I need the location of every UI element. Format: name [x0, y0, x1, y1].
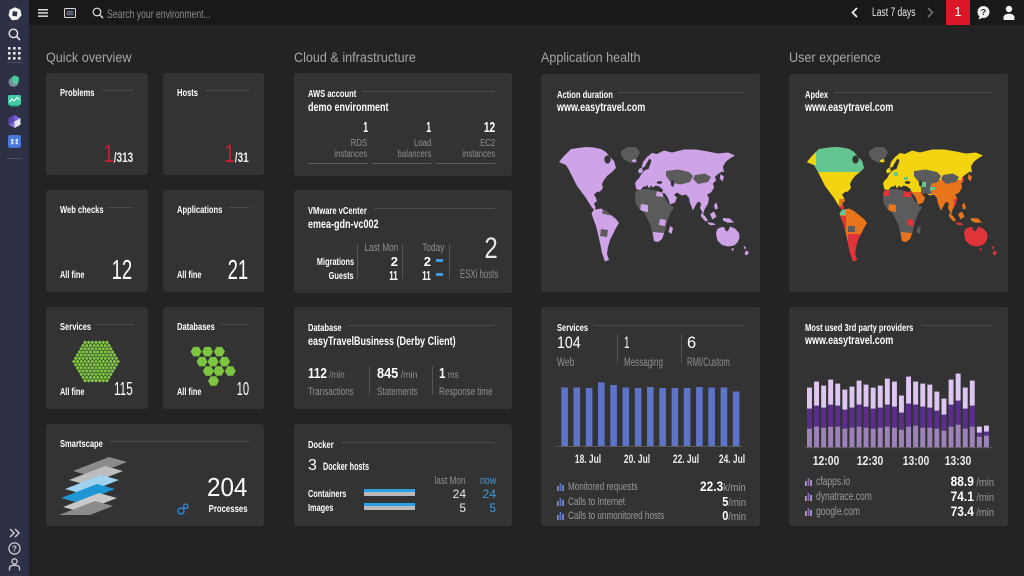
svg-text:?: ?: [12, 544, 17, 553]
svg-text:?: ?: [981, 7, 986, 17]
